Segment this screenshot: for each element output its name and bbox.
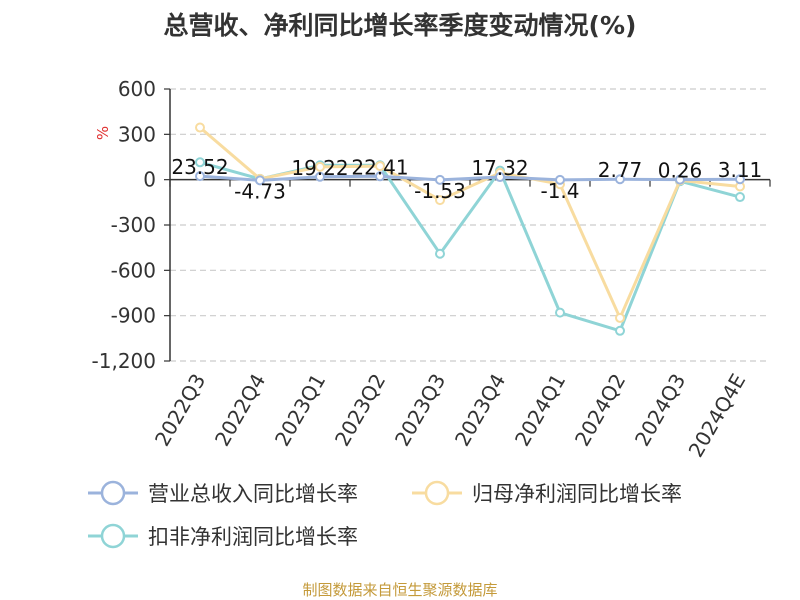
- legend-label: 归母净利润同比增长率: [472, 482, 682, 506]
- x-tick-label: 2023Q1: [270, 370, 330, 451]
- data-point: [375, 161, 385, 172]
- x-tick-label: 2023Q4: [450, 370, 510, 451]
- legend-line-circle-icon: [88, 523, 138, 549]
- data-point: [615, 174, 625, 185]
- data-point: [735, 174, 745, 185]
- data-point: [555, 307, 565, 318]
- data-label: 0.26: [658, 159, 703, 183]
- legend-item-deducted-profit[interactable]: 扣非净利润同比增长率: [88, 521, 358, 551]
- data-label: 3.11: [718, 158, 763, 182]
- series-line: [199, 126, 741, 320]
- data-point: [435, 174, 445, 185]
- x-tick-label: 2024Q1: [510, 370, 570, 451]
- data-label: 22.41: [351, 155, 408, 179]
- legend-label: 营业总收入同比增长率: [148, 482, 358, 506]
- y-tick-label: 0: [143, 168, 156, 192]
- data-label: 2.77: [598, 158, 643, 182]
- x-tick-label: 2023Q3: [390, 370, 450, 451]
- data-point: [195, 157, 205, 168]
- data-point: [195, 122, 205, 133]
- y-tick-label: 600: [118, 77, 156, 101]
- legend-line-circle-icon: [412, 480, 462, 506]
- series-lines: [195, 122, 745, 336]
- x-tick-label: 2024Q3: [630, 370, 690, 451]
- legend-item-net-profit[interactable]: 归母净利润同比增长率: [412, 478, 682, 508]
- data-label: 23.52: [171, 155, 228, 179]
- data-point: [315, 161, 325, 172]
- y-axis-label: %: [94, 126, 112, 140]
- data-label: -1.4: [540, 179, 579, 203]
- data-point: [495, 172, 505, 183]
- data-label: 17.32: [471, 156, 528, 180]
- x-tick-label: 2024Q4E: [684, 370, 751, 462]
- data-point: [435, 195, 445, 206]
- y-tick-label: -300: [111, 213, 156, 237]
- data-point: [255, 175, 265, 186]
- y-tick-label: -1,200: [92, 349, 156, 373]
- x-tick-label: 2023Q2: [330, 370, 390, 451]
- y-tick-label: 300: [118, 122, 156, 146]
- data-point: [615, 325, 625, 336]
- data-point: [195, 171, 205, 182]
- x-tick-label: 2024Q2: [570, 370, 630, 451]
- data-label: 19.22: [291, 156, 348, 180]
- source-note: 制图数据来自恒生聚源数据库: [302, 581, 498, 599]
- x-tick-label: 2022Q3: [150, 370, 210, 451]
- series-line: [199, 174, 741, 182]
- chart-title: 总营收、净利同比增长率季度变动情况(%): [163, 11, 637, 40]
- x-tick-label: 2022Q4: [210, 370, 270, 451]
- data-point: [555, 174, 565, 185]
- y-tick-label: -900: [111, 304, 156, 328]
- data-point: [735, 192, 745, 203]
- data-point: [615, 312, 625, 323]
- grid-lines: [170, 88, 770, 362]
- data-point: [375, 171, 385, 182]
- data-point: [675, 174, 685, 185]
- data-label: -1.53: [414, 179, 466, 203]
- data-point: [315, 171, 325, 182]
- legend-line-circle-icon: [88, 480, 138, 506]
- legend-item-revenue[interactable]: 营业总收入同比增长率: [88, 478, 358, 508]
- y-tick-label: -600: [111, 258, 156, 282]
- data-point: [435, 248, 445, 259]
- legend-label: 扣非净利润同比增长率: [148, 525, 358, 549]
- data-label: -4.73: [234, 179, 286, 203]
